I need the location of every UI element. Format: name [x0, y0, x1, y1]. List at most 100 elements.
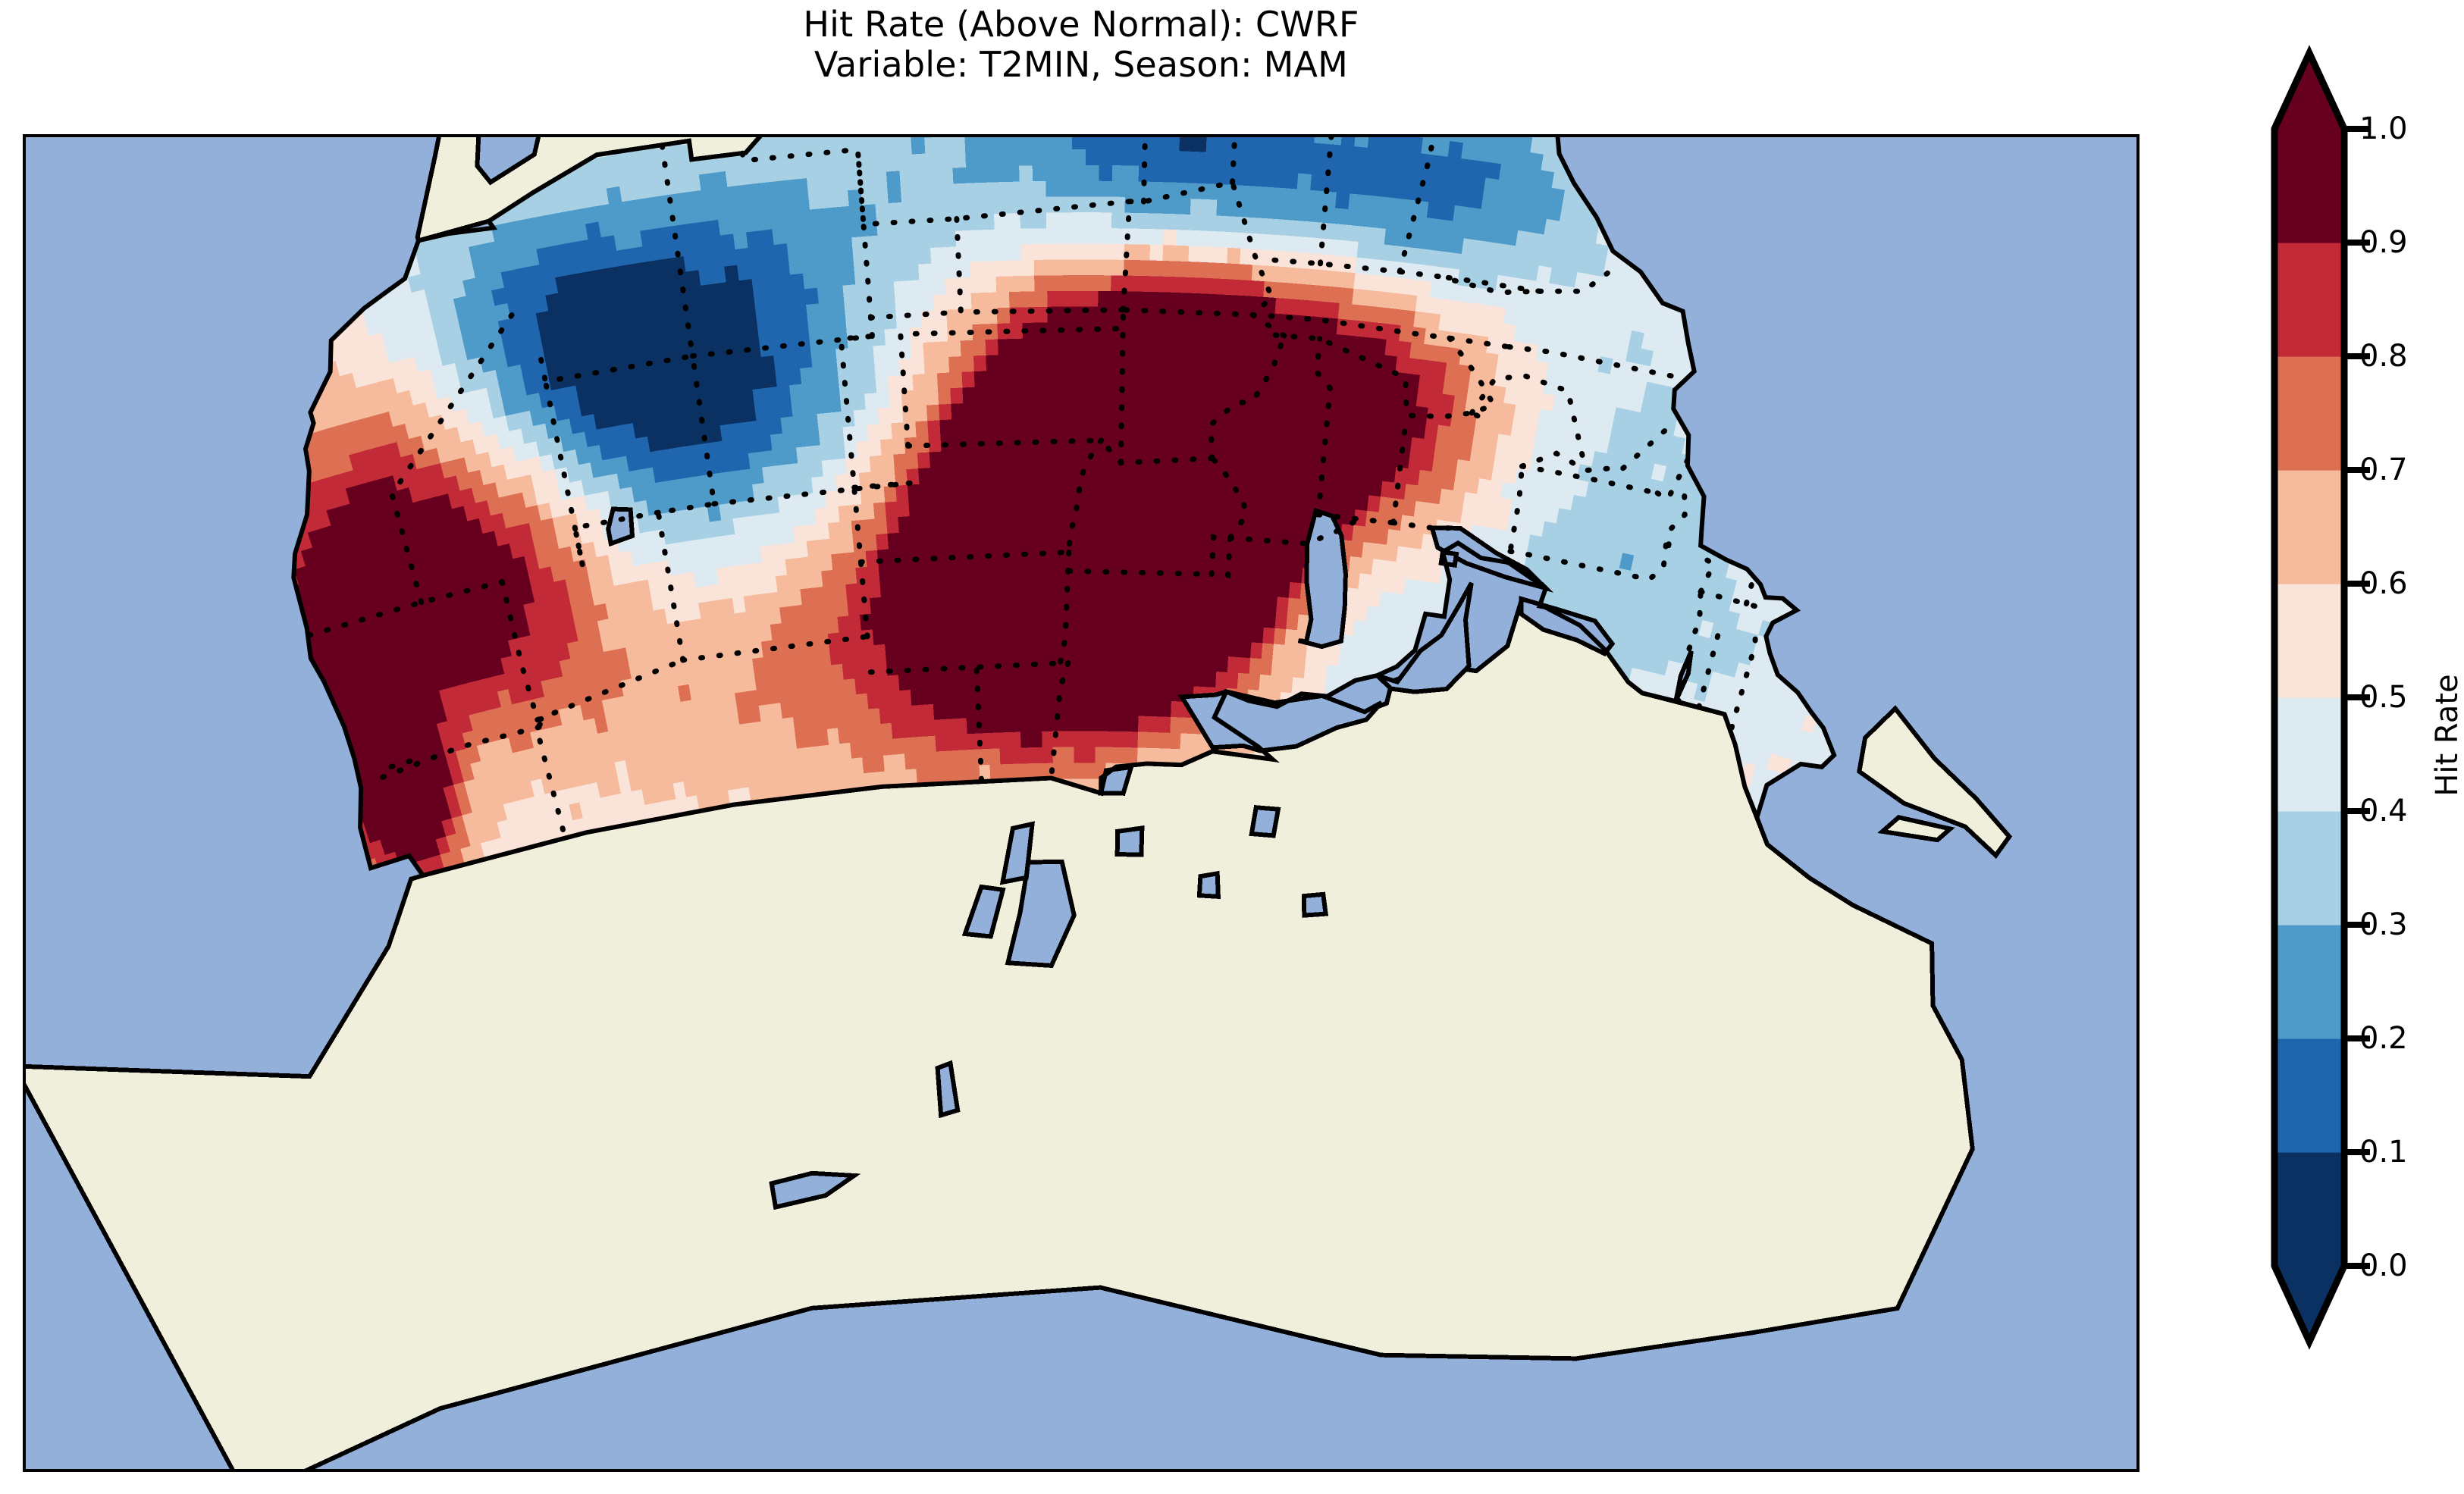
- grid-cell: [1354, 137, 1371, 149]
- grid-cell: [1241, 421, 1256, 440]
- grid-cell: [1271, 155, 1287, 174]
- grid-cell: [969, 261, 985, 279]
- grid-cell: [1097, 337, 1112, 355]
- grid-cell: [1096, 494, 1110, 512]
- grid-cell: [768, 196, 785, 215]
- grid-cell: [1350, 177, 1366, 196]
- grid-cell: [782, 321, 798, 340]
- grid-cell: [1023, 354, 1037, 371]
- grid-cell: [865, 408, 881, 427]
- grid-cell: [1394, 137, 1411, 154]
- grid-cell: [1208, 372, 1223, 390]
- grid-cell: [945, 277, 960, 296]
- grid-cell: [895, 296, 910, 315]
- grid-cell: [1255, 202, 1271, 221]
- grid-cell: [992, 181, 1008, 199]
- grid-cell: [1259, 139, 1275, 158]
- grid-cell: [1131, 495, 1146, 513]
- grid-cell: [964, 137, 980, 153]
- grid-cell: [1149, 276, 1164, 293]
- grid-cell: [1243, 185, 1259, 204]
- grid-cell: [907, 296, 923, 314]
- grid-cell: [904, 248, 920, 267]
- grid-cell: [988, 417, 1002, 435]
- grid-cell: [948, 340, 963, 359]
- grid-cell: [1046, 259, 1061, 277]
- grid-cell: [1023, 338, 1037, 356]
- grid-cell: [817, 538, 832, 557]
- grid-cell: [1291, 409, 1306, 428]
- grid-cell: [1085, 243, 1100, 262]
- grid-cell: [1168, 433, 1183, 451]
- grid-cell: [1349, 320, 1365, 339]
- grid-cell: [1359, 210, 1376, 229]
- grid-cell: [1350, 430, 1365, 449]
- grid-cell: [1152, 137, 1168, 152]
- grid-cell: [1037, 494, 1052, 512]
- grid-cell: [1264, 265, 1280, 283]
- grid-cell: [989, 449, 1003, 467]
- grid-cell: [1237, 280, 1253, 298]
- grid-cell: [1035, 353, 1050, 371]
- grid-cell: [1270, 171, 1287, 189]
- grid-cell: [1014, 495, 1028, 513]
- grid-cell: [1276, 439, 1292, 458]
- grid-cell: [826, 380, 842, 399]
- grid-cell: [998, 339, 1012, 356]
- grid-cell: [1144, 464, 1158, 482]
- grid-cell: [924, 562, 938, 580]
- grid-cell: [1348, 193, 1365, 212]
- grid-cell: [773, 354, 789, 373]
- grid-cell: [1189, 215, 1205, 233]
- grid-cell: [1274, 471, 1289, 489]
- grid-cell: [1036, 400, 1050, 418]
- grid-cell: [807, 445, 823, 464]
- grid-cell: [1021, 291, 1036, 309]
- grid-cell: [1072, 149, 1087, 167]
- grid-cell: [948, 356, 964, 374]
- grid-cell: [1025, 479, 1039, 497]
- grid-cell: [1368, 369, 1384, 388]
- grid-cell: [1096, 541, 1110, 559]
- grid-cell: [1191, 167, 1207, 185]
- grid-cell: [1368, 258, 1384, 277]
- grid-cell: [1157, 433, 1171, 451]
- grid-cell: [1163, 229, 1178, 247]
- grid-cell: [1190, 496, 1204, 515]
- grid-cell: [1142, 542, 1156, 560]
- grid-cell: [1256, 563, 1270, 582]
- grid-cell: [1201, 513, 1215, 531]
- grid-cell: [901, 562, 915, 581]
- grid-cell: [951, 152, 967, 170]
- grid-cell: [887, 186, 903, 205]
- grid-cell: [945, 293, 961, 312]
- grid-cell: [829, 411, 845, 430]
- grid-cell: [951, 418, 966, 437]
- grid-cell: [1205, 137, 1221, 155]
- grid-cell: [1165, 150, 1180, 168]
- grid-cell: [1319, 364, 1335, 383]
- land-prince-edward-island: [1877, 815, 1955, 843]
- grid-cell: [1324, 443, 1340, 462]
- grid-cell: [810, 460, 825, 479]
- grid-cell: [823, 207, 839, 226]
- grid-cell: [1045, 149, 1061, 167]
- grid-cell: [1146, 401, 1160, 419]
- grid-cell: [1085, 416, 1099, 434]
- grid-cell: [1058, 149, 1074, 167]
- grid-cell: [1045, 137, 1061, 151]
- grid-cell: [1252, 437, 1268, 456]
- grid-cell: [1271, 502, 1287, 520]
- grid-cell: [1085, 149, 1101, 167]
- grid-cell: [1296, 173, 1313, 192]
- grid-cell: [910, 342, 926, 361]
- grid-cell: [820, 318, 836, 337]
- grid-cell: [1384, 228, 1400, 248]
- grid-cell: [1225, 499, 1240, 517]
- grid-cell: [883, 485, 898, 504]
- grid-cell: [760, 244, 777, 264]
- grid-cell: [1164, 198, 1179, 215]
- grid-cell: [1167, 481, 1181, 498]
- grid-cell: [1212, 278, 1227, 296]
- grid-cell: [838, 505, 853, 524]
